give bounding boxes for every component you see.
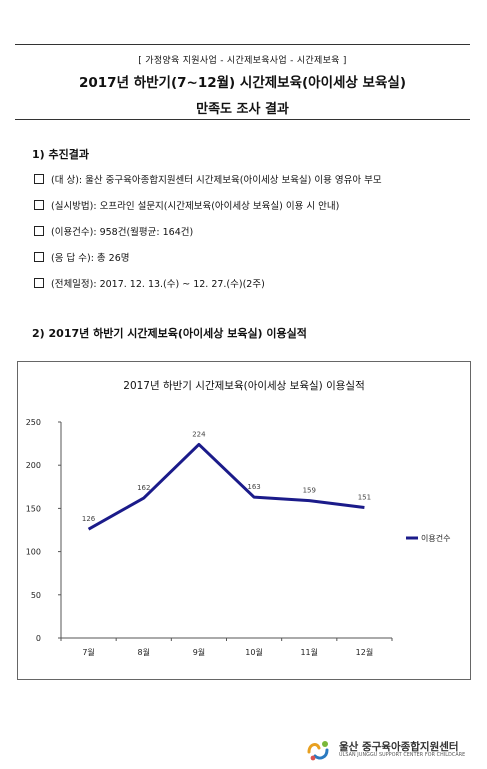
list-item: (이용건수) : 958건(월평균: 164건) <box>34 224 382 250</box>
data-label: 163 <box>247 483 260 491</box>
item-value: : 2017. 12. 13.(수) ~ 12. 27.(수)(2주) <box>93 279 265 290</box>
item-value: : 오프라인 설문지(시간제보육(아이세상 보육실) 이용 시 안내) <box>93 201 340 212</box>
section2-heading: 2) 2017년 하반기 시간제보육(아이세상 보육실) 이용실적 <box>32 327 307 340</box>
data-label: 159 <box>303 487 316 495</box>
x-tick-label: 9월 <box>193 647 205 657</box>
list-item: (전체일정) : 2017. 12. 13.(수) ~ 12. 27.(수)(2… <box>34 276 382 302</box>
list-item: (응 답 수) : 총 26명 <box>34 250 382 276</box>
y-tick-label: 150 <box>26 504 41 513</box>
y-tick-label: 0 <box>36 634 41 643</box>
org-name: 울산 중구육아종합지원센터 <box>339 741 459 753</box>
item-value: : 울산 중구육아종합지원센터 시간제보육(아이세상 보육실) 이용 영유아 부… <box>78 175 382 186</box>
checkbox-icon <box>34 278 44 288</box>
checkbox-icon <box>34 174 44 184</box>
item-label: (실시방법) <box>51 201 94 212</box>
report-title: 2017년 하반기(7~12월) 시간제보육(아이세상 보육실) <box>79 75 406 91</box>
item-value: : 958건(월평균: 164건) <box>93 227 194 238</box>
data-label: 224 <box>192 430 206 438</box>
program-subtitle: [ 가정양육 지원사업 - 시간제보육사업 - 시간제보육 ] <box>138 56 347 66</box>
report-title-line2: 만족도 조사 결과 <box>196 102 289 117</box>
data-label: 126 <box>82 515 96 523</box>
x-tick-label: 12월 <box>356 647 374 657</box>
report-header: [ 가정양육 지원사업 - 시간제보육사업 - 시간제보육 ] 2017년 하반… <box>15 44 470 120</box>
data-label: 151 <box>358 494 371 502</box>
org-name-en: ULSAN JUNGGU SUPPORT CENTER FOR CHILDCAR… <box>339 753 466 758</box>
item-value: : 총 26명 <box>90 253 130 264</box>
y-tick-label: 250 <box>26 418 41 427</box>
x-tick-label: 11월 <box>300 647 318 657</box>
checkbox-icon <box>34 226 44 236</box>
result-list: (대 상) : 울산 중구육아종합지원센터 시간제보육(아이세상 보육실) 이용… <box>34 172 382 302</box>
item-label: (전체일정) <box>51 279 94 290</box>
item-label: (이용건수) <box>51 227 94 238</box>
series-line <box>87 442 365 531</box>
y-tick-label: 200 <box>26 461 41 470</box>
x-tick-label: 7월 <box>82 647 94 657</box>
data-label: 162 <box>137 484 150 492</box>
y-tick-label: 100 <box>26 548 41 557</box>
center-logo-icon <box>307 741 329 761</box>
list-item: (대 상) : 울산 중구육아종합지원센터 시간제보육(아이세상 보육실) 이용… <box>34 172 382 198</box>
footer-logo: 울산 중구육아종합지원센터 ULSAN JUNGGU SUPPORT CENTE… <box>305 738 465 762</box>
x-tick-label: 10월 <box>245 647 263 657</box>
x-tick-label: 8월 <box>138 647 150 657</box>
usage-chart: 2017년 하반기 시간제보육(아이세상 보육실) 이용실적 0 50 100 150 2… <box>17 361 471 680</box>
list-item: (실시방법) : 오프라인 설문지(시간제보육(아이세상 보육실) 이용 시 안… <box>34 198 382 224</box>
section1-heading: 1) 추진결과 <box>32 148 89 161</box>
item-label: (대 상) <box>51 175 79 186</box>
chart-title: 2017년 하반기 시간제보육(아이세상 보육실) 이용실적 <box>123 379 364 392</box>
checkbox-icon <box>34 200 44 210</box>
checkbox-icon <box>34 252 44 262</box>
legend-label: 이용건수 <box>421 533 450 543</box>
y-tick-label: 50 <box>31 591 41 600</box>
item-label: (응 답 수) <box>51 253 91 264</box>
line-chart: 2017년 하반기 시간제보육(아이세상 보육실) 이용실적 0 50 100 150 2… <box>26 379 451 657</box>
